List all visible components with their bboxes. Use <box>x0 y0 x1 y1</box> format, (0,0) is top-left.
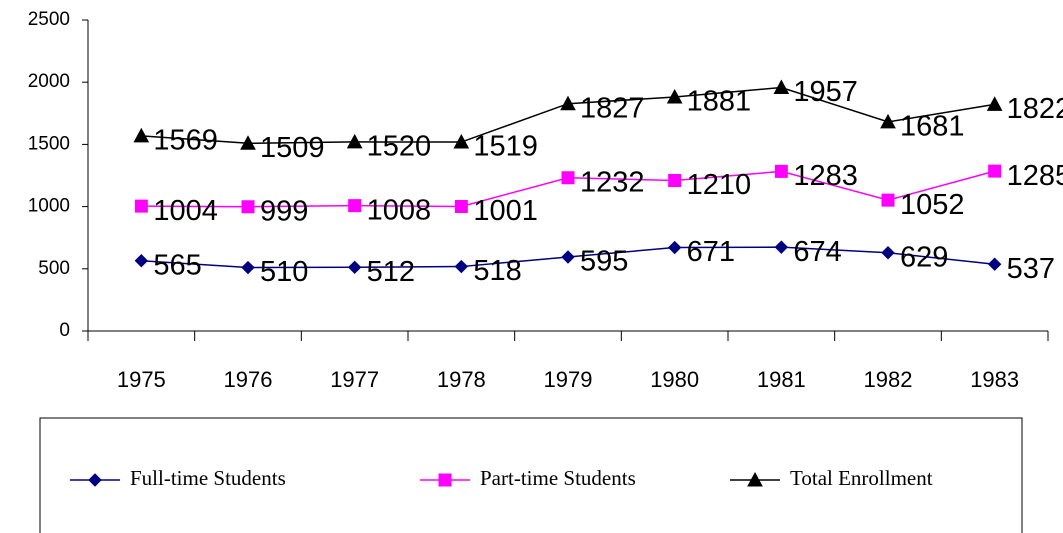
x-tick-label: 1983 <box>970 367 1019 392</box>
legend-box <box>39 417 1023 533</box>
x-tick-label: 1975 <box>117 367 166 392</box>
x-tick-label: 1978 <box>437 367 486 392</box>
point <box>453 133 470 149</box>
point <box>561 250 575 264</box>
data-label: 629 <box>900 241 948 273</box>
data-label: 1519 <box>473 131 538 163</box>
x-tick-label: 1982 <box>864 367 913 392</box>
point <box>986 96 1003 111</box>
x-tick-label: 1976 <box>224 367 273 392</box>
legend-label: Part-time Students <box>480 466 636 490</box>
data-label: 595 <box>580 246 628 278</box>
point <box>241 200 255 214</box>
data-label: 1232 <box>580 166 645 198</box>
y-tick-label: 1500 <box>28 133 70 154</box>
point <box>881 193 895 207</box>
point <box>774 164 788 178</box>
point <box>133 127 150 143</box>
data-label: 565 <box>153 249 201 281</box>
data-label: 671 <box>687 236 735 268</box>
point <box>987 257 1002 271</box>
data-label: 1001 <box>473 195 538 227</box>
data-label: 1827 <box>580 92 645 124</box>
data-label: 1957 <box>793 76 858 108</box>
data-label: 1285 <box>1007 160 1063 192</box>
legend-marker <box>438 473 452 487</box>
point <box>667 240 682 255</box>
point <box>666 88 683 104</box>
legend-marker <box>747 471 763 487</box>
point <box>347 260 362 275</box>
legend-label: Full-time Students <box>130 466 286 490</box>
data-label: 512 <box>367 256 415 288</box>
data-label: 510 <box>260 256 308 288</box>
data-label: 1681 <box>900 111 965 143</box>
data-label: 1004 <box>153 195 218 227</box>
data-label: 999 <box>260 195 308 227</box>
point <box>774 240 789 254</box>
point <box>773 79 790 95</box>
data-label: 1509 <box>260 132 325 164</box>
y-tick-label: 500 <box>38 258 70 279</box>
data-label: 1283 <box>793 160 858 192</box>
point <box>240 135 256 150</box>
legend-label: Total Enrollment <box>790 466 933 490</box>
point <box>454 259 469 274</box>
point <box>988 164 1002 178</box>
point <box>346 133 363 149</box>
y-tick-label: 2000 <box>28 71 70 92</box>
point <box>454 199 468 213</box>
data-label: 518 <box>473 255 521 287</box>
point <box>880 113 896 129</box>
data-label: 1520 <box>367 131 432 163</box>
data-label: 1881 <box>687 86 752 118</box>
data-label: 1822 <box>1007 93 1063 125</box>
point <box>241 260 255 275</box>
data-label: 537 <box>1007 253 1055 285</box>
point <box>561 171 575 185</box>
y-tick-label: 0 <box>59 320 70 341</box>
legend-marker <box>88 473 102 487</box>
data-label: 1052 <box>900 189 965 221</box>
x-tick-label: 1979 <box>544 367 593 392</box>
data-label: 1210 <box>687 169 752 201</box>
data-label: 1569 <box>153 124 218 156</box>
y-tick-label: 1000 <box>28 196 70 217</box>
point <box>668 173 682 187</box>
x-tick-label: 1977 <box>330 367 379 392</box>
data-label: 1008 <box>367 194 432 226</box>
point <box>134 254 149 268</box>
x-tick-label: 1980 <box>650 367 699 392</box>
y-tick-label: 2500 <box>28 9 70 30</box>
point <box>881 246 895 260</box>
point <box>348 199 362 213</box>
point <box>134 199 148 213</box>
x-tick-label: 1981 <box>757 367 806 392</box>
point <box>560 95 576 111</box>
data-label: 674 <box>793 236 841 268</box>
